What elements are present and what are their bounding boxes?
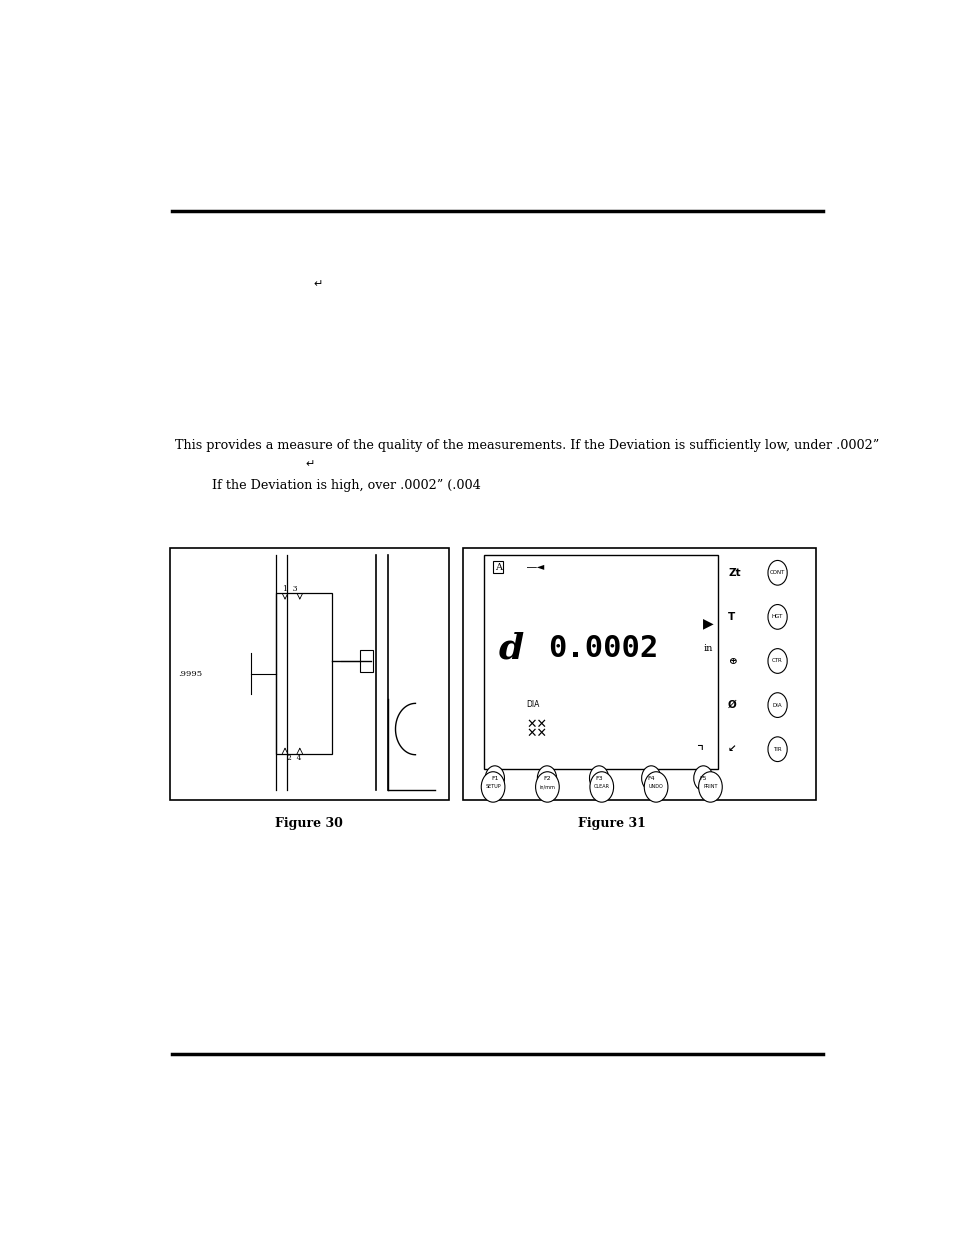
Text: ↵: ↵ [305,459,314,469]
Text: DIA: DIA [772,703,781,708]
Text: F1: F1 [491,776,498,781]
Text: .9995: .9995 [177,669,202,678]
Text: ―◄: ―◄ [526,562,543,572]
Text: If the Deviation is high, over .0002” (.004: If the Deviation is high, over .0002” (.… [212,479,480,493]
Text: A: A [495,563,501,572]
Text: PRINT: PRINT [702,784,717,789]
Text: ⌝: ⌝ [696,745,702,760]
Circle shape [485,766,504,790]
Circle shape [767,648,786,673]
Text: ↙: ↙ [727,745,736,755]
Circle shape [641,766,660,790]
Text: CONT: CONT [769,571,784,576]
Text: Zt: Zt [727,568,740,578]
Text: ✕✕
✕✕: ✕✕ ✕✕ [526,718,547,740]
Text: Figure 31: Figure 31 [577,816,645,830]
Bar [275,593,332,755]
Circle shape [643,772,667,803]
Text: F3: F3 [595,776,602,781]
Text: ▶: ▶ [702,616,713,630]
Bar [462,547,816,799]
Text: This provides a measure of the quality of the measurements. If the Deviation is : This provides a measure of the quality o… [174,440,878,452]
Text: F5: F5 [699,776,706,781]
Text: 2  4: 2 4 [286,753,301,762]
Circle shape [589,772,613,803]
Text: 0.0002: 0.0002 [547,634,658,663]
Text: in: in [702,643,712,653]
Bar [359,650,373,672]
Text: ⊕: ⊕ [727,656,736,666]
Bar [170,547,449,799]
Circle shape [767,693,786,718]
Text: F2: F2 [542,776,550,781]
Circle shape [767,605,786,630]
Text: HGT: HGT [771,614,782,620]
Circle shape [480,772,504,803]
Text: T: T [727,611,735,622]
Text: DIA: DIA [526,700,539,709]
Circle shape [767,737,786,762]
Circle shape [589,766,608,790]
Text: in/mm: in/mm [538,784,555,789]
Text: SETUP: SETUP [485,784,500,789]
Text: d: d [497,631,523,666]
Text: Figure 30: Figure 30 [275,816,343,830]
Circle shape [698,772,721,803]
Text: F4: F4 [647,776,655,781]
Text: Ø: Ø [727,700,736,710]
Text: 1  3: 1 3 [283,585,297,593]
Circle shape [537,766,556,790]
Text: CLEAR: CLEAR [593,784,609,789]
Text: UNDO: UNDO [648,784,662,789]
Text: TIR: TIR [773,747,781,752]
Bar [484,556,717,769]
Circle shape [693,766,712,790]
Text: ↵: ↵ [313,279,322,289]
Circle shape [535,772,558,803]
Text: CTR: CTR [771,658,782,663]
Circle shape [767,561,786,585]
